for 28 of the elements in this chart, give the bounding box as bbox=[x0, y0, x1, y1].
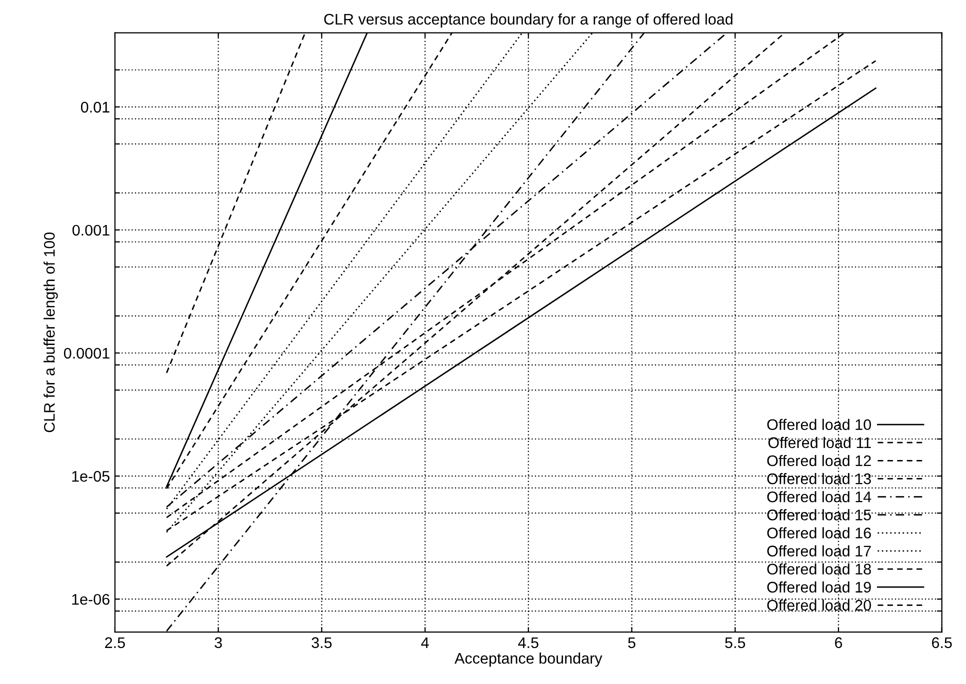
chart-title: CLR versus acceptance boundary for a range of offered load bbox=[324, 13, 732, 28]
y-tick-label: 1e-05 bbox=[72, 470, 110, 482]
x-tick-label: 3 bbox=[214, 637, 222, 648]
legend-label: Offered load 13 bbox=[767, 473, 871, 484]
y-tick-label: 0.001 bbox=[72, 224, 110, 236]
y-tick-label: 1e-06 bbox=[72, 594, 110, 605]
x-axis-title: Acceptance boundary bbox=[454, 652, 602, 667]
y-tick-label: 0.0001 bbox=[64, 348, 110, 359]
legend-label: Offered load 19 bbox=[767, 581, 871, 593]
legend-label: Offered load 10 bbox=[767, 418, 871, 430]
legend-label: Offered load 20 bbox=[767, 599, 871, 611]
legend-label: Offered load 16 bbox=[767, 527, 871, 538]
x-tick-label: 6.5 bbox=[932, 637, 952, 648]
legend-label: Offered load 18 bbox=[767, 563, 871, 575]
legend-label: Offered load 15 bbox=[767, 509, 871, 520]
y-axis-title: CLR for a buffer length of 100 bbox=[44, 232, 58, 432]
y-tick-label: 0.01 bbox=[80, 102, 110, 113]
legend-label: Offered load 12 bbox=[767, 454, 871, 466]
x-tick-label: 5 bbox=[628, 637, 636, 648]
x-tick-label: 3.5 bbox=[312, 637, 332, 648]
x-tick-label: 4 bbox=[421, 637, 429, 648]
x-tick-label: 6 bbox=[835, 637, 842, 648]
x-tick-label: 2.5 bbox=[105, 637, 125, 648]
legend-label: Offered load 17 bbox=[767, 545, 871, 556]
x-tick-label: 5.5 bbox=[725, 637, 746, 648]
legend-label: Offered load 11 bbox=[768, 436, 871, 448]
legend-label: Offered load 14 bbox=[767, 491, 872, 502]
x-tick-label: 4.5 bbox=[518, 637, 538, 648]
